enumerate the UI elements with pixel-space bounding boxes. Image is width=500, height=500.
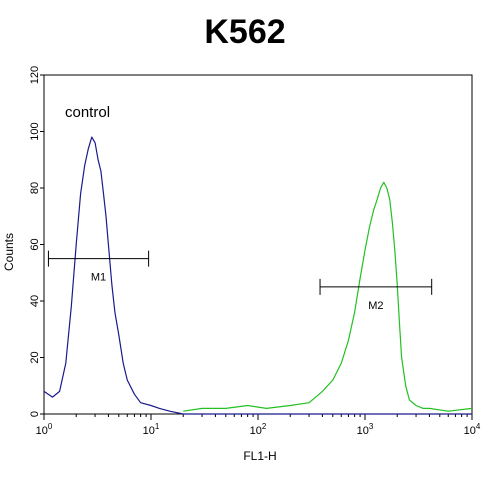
gates-layer: M1 M2 xyxy=(47,250,433,312)
chart-title: K562 xyxy=(204,13,285,51)
x-tick-exponent: 2 xyxy=(262,422,267,431)
series-line-1 xyxy=(43,136,472,415)
gate-label: M1 xyxy=(91,272,106,284)
y-tick-label: 100 xyxy=(29,122,41,140)
x-tick-base: 10 xyxy=(357,425,369,437)
gate-m1: M1 xyxy=(47,250,150,284)
x-tick-base: 10 xyxy=(143,425,155,437)
x-tick-base: 10 xyxy=(464,425,476,437)
gate-label: M2 xyxy=(368,300,383,312)
x-tick-exponent: 4 xyxy=(476,422,481,431)
series-line-2 xyxy=(183,181,473,412)
x-axis: 100 101 102 103 104 xyxy=(36,414,481,437)
y-tick-label: 60 xyxy=(29,238,41,250)
series-layer xyxy=(43,136,473,415)
y-tick-label: 20 xyxy=(29,351,41,363)
x-axis-label: FL1-H xyxy=(243,449,276,463)
y-tick-label: 40 xyxy=(29,295,41,307)
x-tick-label: 102 xyxy=(250,422,267,437)
x-tick-label: 103 xyxy=(357,422,374,437)
x-tick-exponent: 3 xyxy=(369,422,374,431)
y-axis-label: Counts xyxy=(2,233,16,271)
x-tick-base: 10 xyxy=(36,425,48,437)
x-tick-label: 104 xyxy=(464,422,481,437)
y-tick-label: 0 xyxy=(29,411,41,417)
x-tick-label: 100 xyxy=(36,422,53,437)
y-axis: 0 20 40 60 80 100 120 xyxy=(29,66,44,417)
x-tick-exponent: 0 xyxy=(48,422,53,431)
gate-m2: M2 xyxy=(319,278,433,312)
x-tick-exponent: 1 xyxy=(155,422,160,431)
y-tick-label: 120 xyxy=(29,66,41,84)
y-tick-label: 80 xyxy=(29,182,41,194)
x-tick-label: 101 xyxy=(143,422,160,437)
x-tick-base: 10 xyxy=(250,425,262,437)
annotation-control: control xyxy=(65,104,110,121)
